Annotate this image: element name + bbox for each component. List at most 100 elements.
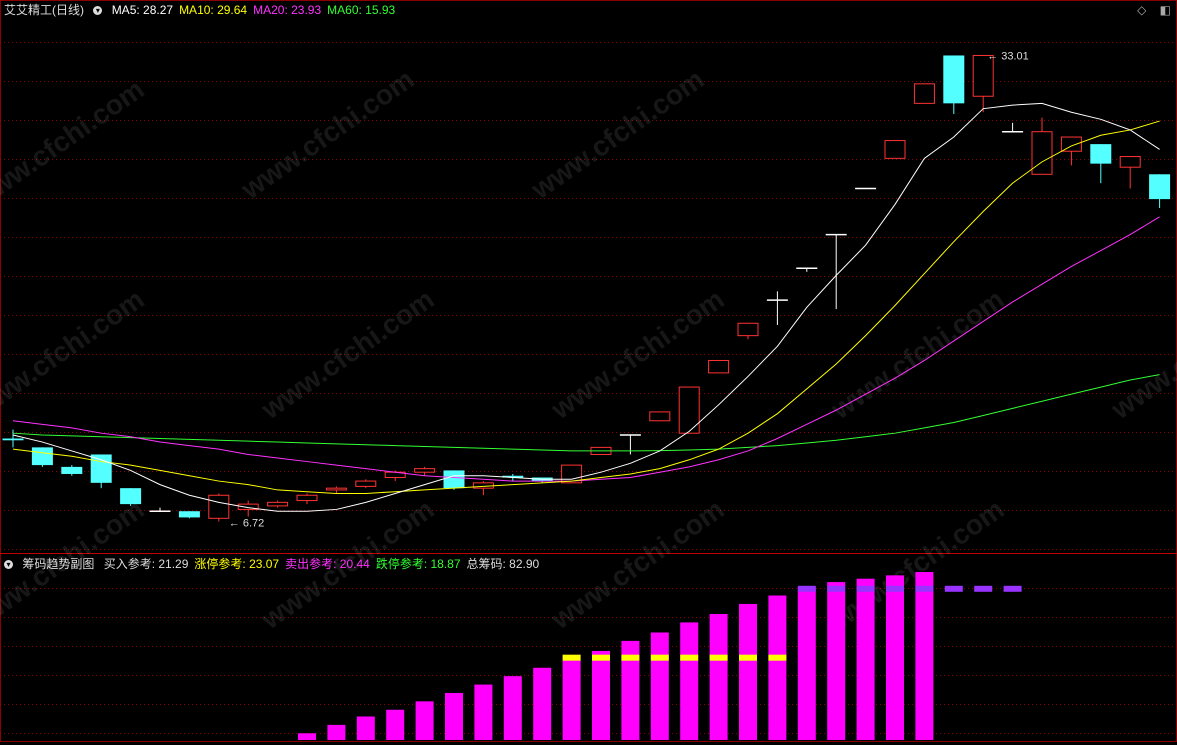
chip-bar	[415, 701, 434, 740]
candle-body	[325, 487, 347, 491]
chip-marker	[1003, 585, 1022, 592]
chip-marker	[915, 585, 934, 592]
stock-title: 艾艾精工(日线)	[4, 3, 84, 17]
chip-marker	[974, 585, 993, 592]
sub-panel-header: ▾ 筹码趋势副图 买入参考: 21.29 涨停参考: 23.07 卖出参考: 20.…	[4, 554, 551, 574]
chip-marker	[856, 585, 875, 592]
candle-body	[502, 475, 524, 478]
sub-label-1: 涨停参考: 23.07	[194, 557, 280, 571]
candle-body	[1031, 131, 1053, 175]
candle-body	[237, 503, 259, 510]
watermark-text: www.cfchi.com	[545, 493, 730, 635]
ma5-line	[12, 102, 1160, 512]
watermark-text: www.cfchi.com	[235, 63, 420, 205]
ma-label-2: MA20: 23.93	[253, 3, 322, 17]
chip-bar	[650, 632, 669, 740]
sub-legend: 买入参考: 21.29 涨停参考: 23.07 卖出参考: 20.44 跌停参考: 1…	[104, 557, 546, 571]
chip-marker	[827, 585, 846, 592]
sub-label-0: 买入参考: 21.29	[103, 557, 189, 571]
chip-marker	[739, 654, 757, 661]
ma-legend: MA5: 28.27 MA10: 29.64 MA20: 23.93 MA60: 15…	[112, 3, 402, 17]
candle-body	[913, 83, 935, 104]
chip-marker	[592, 654, 610, 661]
candle-body	[208, 494, 230, 519]
ma10-line	[12, 120, 1160, 494]
ma-label-1: MA10: 29.64	[179, 3, 248, 17]
candle-body	[708, 359, 730, 374]
candle-body	[31, 447, 53, 466]
high-price-label: ← 33.01	[987, 50, 1029, 62]
candle-body	[884, 140, 906, 159]
candle-body	[1060, 136, 1082, 152]
ma60-line	[12, 374, 1160, 452]
candle-body	[943, 55, 965, 104]
candle-body	[972, 54, 994, 97]
chip-bar	[327, 724, 346, 740]
candle-body	[120, 488, 142, 505]
candle-body	[1090, 144, 1112, 164]
chip-bar	[503, 676, 522, 740]
candle-body	[61, 466, 83, 474]
chip-marker	[944, 585, 963, 592]
chip-marker	[680, 654, 699, 661]
sub-panel-title: 筹码趋势副图	[22, 557, 95, 571]
ma-label-3: MA60: 15.93	[327, 3, 396, 17]
top-right-icons: ◇ ◧	[1127, 3, 1171, 17]
chip-bar	[886, 575, 904, 740]
chip-bar	[386, 709, 405, 740]
watermark-text: www.cfchi.com	[0, 73, 150, 215]
expand-icon[interactable]: ▾	[4, 560, 13, 570]
chip-marker	[768, 654, 787, 661]
chip-bar	[298, 733, 316, 740]
chip-bar	[797, 587, 816, 740]
chip-bar	[856, 578, 875, 740]
chip-bar	[709, 614, 728, 740]
candle-body	[414, 468, 436, 473]
main-panel-header: 艾艾精工(日线) ▾ MA5: 28.27 MA10: 29.64 MA20: 23…	[4, 0, 407, 20]
chip-bar	[827, 582, 846, 740]
chip-marker	[797, 585, 816, 592]
chip-bar	[445, 692, 463, 740]
chip-bar	[474, 684, 493, 740]
ma20-line	[12, 216, 1160, 482]
chip-bar	[680, 622, 699, 740]
chip-bar	[739, 603, 757, 740]
sub-label-3: 跌停参考: 18.87	[375, 557, 461, 571]
chip-bar	[621, 640, 640, 740]
candle-body	[1119, 156, 1141, 168]
chip-marker	[886, 585, 904, 592]
candle-body	[90, 454, 112, 483]
watermark-text: www.cfchi.com	[255, 283, 440, 425]
expand-icon[interactable]: ▾	[93, 6, 103, 16]
candle-body	[1149, 174, 1171, 200]
ma-label-0: MA5: 28.27	[111, 3, 174, 17]
candle-body	[355, 480, 377, 487]
candle-body	[649, 411, 671, 422]
low-price-label: ← 6.72	[229, 517, 264, 529]
candle-body	[737, 322, 759, 337]
candle-body	[267, 501, 289, 507]
watermark-text: www.cfchi.com	[0, 283, 150, 425]
window-icon[interactable]: ◧	[1159, 3, 1171, 17]
chip-bar	[768, 595, 787, 740]
candle-body	[296, 494, 318, 502]
watermark-text: www.cfchi.com	[525, 63, 710, 205]
chip-marker	[650, 654, 669, 661]
candle-body	[443, 470, 465, 489]
chip-marker	[709, 654, 728, 661]
chip-bar	[562, 659, 581, 740]
chip-marker	[562, 654, 581, 661]
chip-marker	[621, 654, 640, 661]
candle-body	[2, 438, 24, 441]
diamond-icon[interactable]: ◇	[1137, 3, 1147, 17]
sub-label-2: 卖出参考: 20.44	[285, 557, 370, 571]
candle-body	[178, 511, 200, 518]
chip-bar	[356, 716, 375, 740]
sub-label-4: 总筹码: 82.90	[466, 557, 540, 571]
chip-bar	[533, 667, 552, 740]
chip-bar	[915, 572, 934, 740]
candle-body	[678, 386, 700, 434]
chip-bar	[592, 650, 610, 740]
